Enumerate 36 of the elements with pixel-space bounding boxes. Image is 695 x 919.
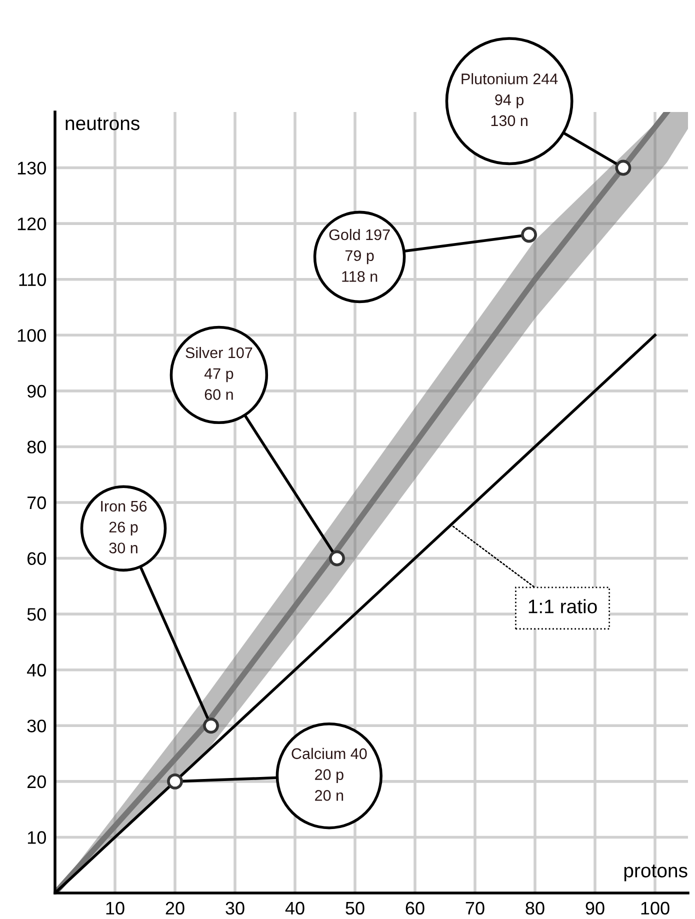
x-tick-label: 90 [586, 902, 604, 915]
y-tick-label: 50 [27, 608, 46, 621]
x-tick-label: 20 [166, 902, 184, 915]
point [167, 773, 183, 790]
x-tick-label: 60 [406, 902, 424, 915]
y-axis-title: neutrons [66, 117, 140, 130]
y-tick-label: 130 [18, 162, 46, 175]
point [521, 226, 537, 243]
point [329, 550, 345, 566]
x-axis-title: protons [624, 864, 688, 882]
x-tick-label: 100 [641, 902, 670, 915]
y-tick-label: 20 [27, 775, 46, 788]
x-tick-label: 70 [466, 902, 484, 915]
y-tick-label: 60 [28, 552, 46, 566]
y-tick-label: 10 [28, 831, 46, 844]
annotation: 1:1 ratio [528, 599, 597, 614]
x-tick-label: 10 [106, 902, 124, 915]
annotation: Silver 107 47 p 60 n [186, 346, 252, 400]
y-tick-label: 110 [19, 273, 46, 286]
y-tick-label: 40 [27, 664, 46, 677]
x-tick-label: 80 [526, 902, 544, 915]
point [203, 718, 219, 734]
x-tick-label: 40 [285, 902, 304, 915]
y-tick-label: 120 [18, 218, 46, 230]
y-tick-label: 70 [28, 496, 46, 510]
annotation: Gold 197 79 p 118 n [329, 228, 390, 282]
point [615, 160, 632, 176]
annotation: Plutonium 244 94 p 130 n [462, 73, 558, 126]
x-tick-label: 30 [226, 902, 244, 915]
y-tick-label: 90 [27, 384, 46, 398]
annotation: Iron 56 26 p 30 n [101, 500, 147, 554]
y-tick-label: 30 [27, 720, 46, 732]
x-tick-label: 50 [346, 902, 364, 915]
annotation: Calcium 40 20 p 20 n [292, 748, 367, 801]
y-tick-label: 80 [27, 440, 46, 454]
y-tick-label: 100 [18, 329, 46, 342]
